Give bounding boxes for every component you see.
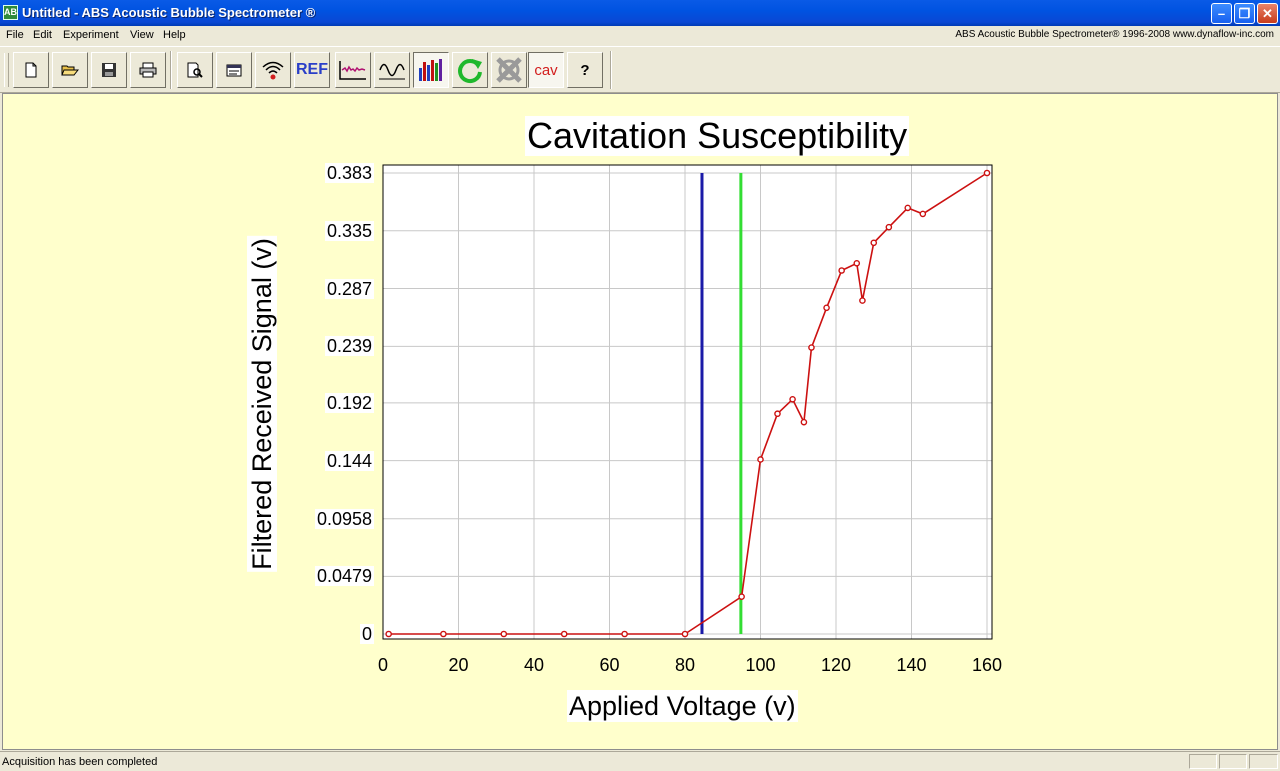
x-tick-label: 40	[524, 655, 544, 675]
menu-bar: File Edit Experiment View Help ABS Acous…	[0, 26, 1280, 46]
y-tick-label: 0.0958	[314, 508, 374, 529]
plot-area	[382, 164, 993, 640]
toolbar: REF cav ?	[0, 46, 1280, 93]
data-point	[838, 267, 845, 274]
bar-chart-button[interactable]	[413, 52, 449, 88]
y-tick-label: 0.192	[324, 392, 374, 413]
status-panel	[1219, 754, 1247, 769]
data-point	[757, 456, 764, 463]
data-point	[870, 239, 878, 247]
y-tick-label: 0.287	[324, 278, 374, 299]
help-button[interactable]: ?	[567, 52, 603, 88]
data-point	[789, 395, 796, 403]
menu-experiment[interactable]: Experiment	[63, 29, 119, 41]
data-point	[983, 169, 991, 177]
save-disk-icon	[102, 63, 116, 77]
y-tick-label: 0.383	[324, 163, 374, 183]
toolbar-separator	[610, 51, 612, 89]
print-preview-button[interactable]	[177, 52, 213, 88]
copyright-text: ABS Acoustic Bubble Spectrometer® 1996-2…	[955, 29, 1274, 40]
data-point	[859, 297, 866, 304]
menu-view[interactable]: View	[130, 29, 154, 41]
data-point	[440, 630, 447, 638]
refresh-icon	[458, 59, 482, 84]
status-panel	[1249, 754, 1278, 769]
properties-icon	[226, 64, 242, 77]
y-tick-label: 0.0479	[314, 566, 374, 587]
open-folder-icon	[61, 65, 79, 76]
properties-button[interactable]	[216, 52, 252, 88]
x-axis-label: Applied Voltage (v)	[567, 690, 798, 722]
data-point	[904, 204, 912, 212]
sine-button[interactable]	[374, 52, 410, 88]
menu-edit[interactable]: Edit	[33, 29, 52, 41]
stop-button[interactable]	[491, 52, 527, 88]
help-icon: ?	[580, 61, 590, 79]
data-point	[560, 630, 568, 638]
status-bar: Acquisition has been completed	[0, 751, 1280, 771]
x-tick-label: 80	[675, 655, 695, 675]
cav-button[interactable]: cav	[528, 52, 564, 88]
sine-wave-icon	[379, 63, 405, 80]
data-point	[919, 210, 927, 218]
y-tick-label: 0.239	[324, 336, 374, 357]
chart-title: Cavitation Susceptibility	[525, 115, 910, 156]
data-point	[823, 304, 830, 312]
data-point	[385, 630, 392, 638]
disabled-x-icon	[496, 57, 522, 83]
app-icon[interactable]: AB	[3, 5, 18, 20]
plot-border	[382, 164, 993, 640]
data-point	[774, 410, 781, 418]
open-button[interactable]	[52, 52, 88, 88]
toolbar-separator	[170, 51, 172, 89]
window-title: Untitled - ABS Acoustic Bubble Spectrome…	[22, 5, 316, 20]
data-point	[681, 630, 689, 638]
data-point	[500, 630, 508, 638]
signal-antenna-icon	[262, 61, 284, 80]
toolbar-grip[interactable]	[4, 53, 9, 87]
x-tick-label: 120	[821, 655, 851, 675]
ref-button[interactable]: REF	[294, 52, 330, 88]
data-point	[738, 593, 745, 600]
y-tick-label: 0.144	[324, 450, 374, 471]
minimize-button[interactable]: –	[1211, 3, 1232, 24]
print-button[interactable]	[130, 52, 166, 88]
maximize-button[interactable]: ❐	[1234, 3, 1255, 24]
x-tick-label: 140	[896, 655, 926, 675]
title-bar: AB Untitled - ABS Acoustic Bubble Spectr…	[0, 0, 1280, 26]
refresh-button[interactable]	[452, 52, 488, 88]
menu-file[interactable]: File	[6, 29, 24, 41]
data-point	[853, 259, 861, 267]
printer-icon	[139, 62, 157, 78]
cav-text-icon: cav	[534, 61, 558, 79]
x-tick-label: 0	[378, 655, 388, 675]
x-tick-label: 20	[448, 655, 468, 675]
save-button[interactable]	[91, 52, 127, 88]
ref-text-icon: REF	[296, 61, 328, 78]
bar-chart-icon	[419, 59, 442, 81]
data-point	[621, 630, 628, 638]
waveform-button[interactable]	[335, 52, 371, 88]
new-button[interactable]	[13, 52, 49, 88]
data-point	[808, 344, 815, 351]
data-point	[885, 223, 893, 231]
new-file-icon	[25, 62, 37, 78]
status-text: Acquisition has been completed	[2, 756, 158, 768]
y-tick-label: 0.335	[324, 220, 374, 241]
waveform-icon	[339, 61, 366, 80]
x-tick-label: 100	[745, 655, 775, 675]
status-panel	[1189, 754, 1217, 769]
menu-help[interactable]: Help	[163, 29, 186, 41]
data-point	[800, 418, 808, 426]
y-tick-label: 0	[359, 624, 374, 644]
x-tick-label: 60	[599, 655, 619, 675]
close-button[interactable]: ✕	[1257, 3, 1278, 24]
print-preview-icon	[187, 62, 203, 78]
x-tick-label: 160	[972, 655, 1002, 675]
signal-button[interactable]	[255, 52, 291, 88]
